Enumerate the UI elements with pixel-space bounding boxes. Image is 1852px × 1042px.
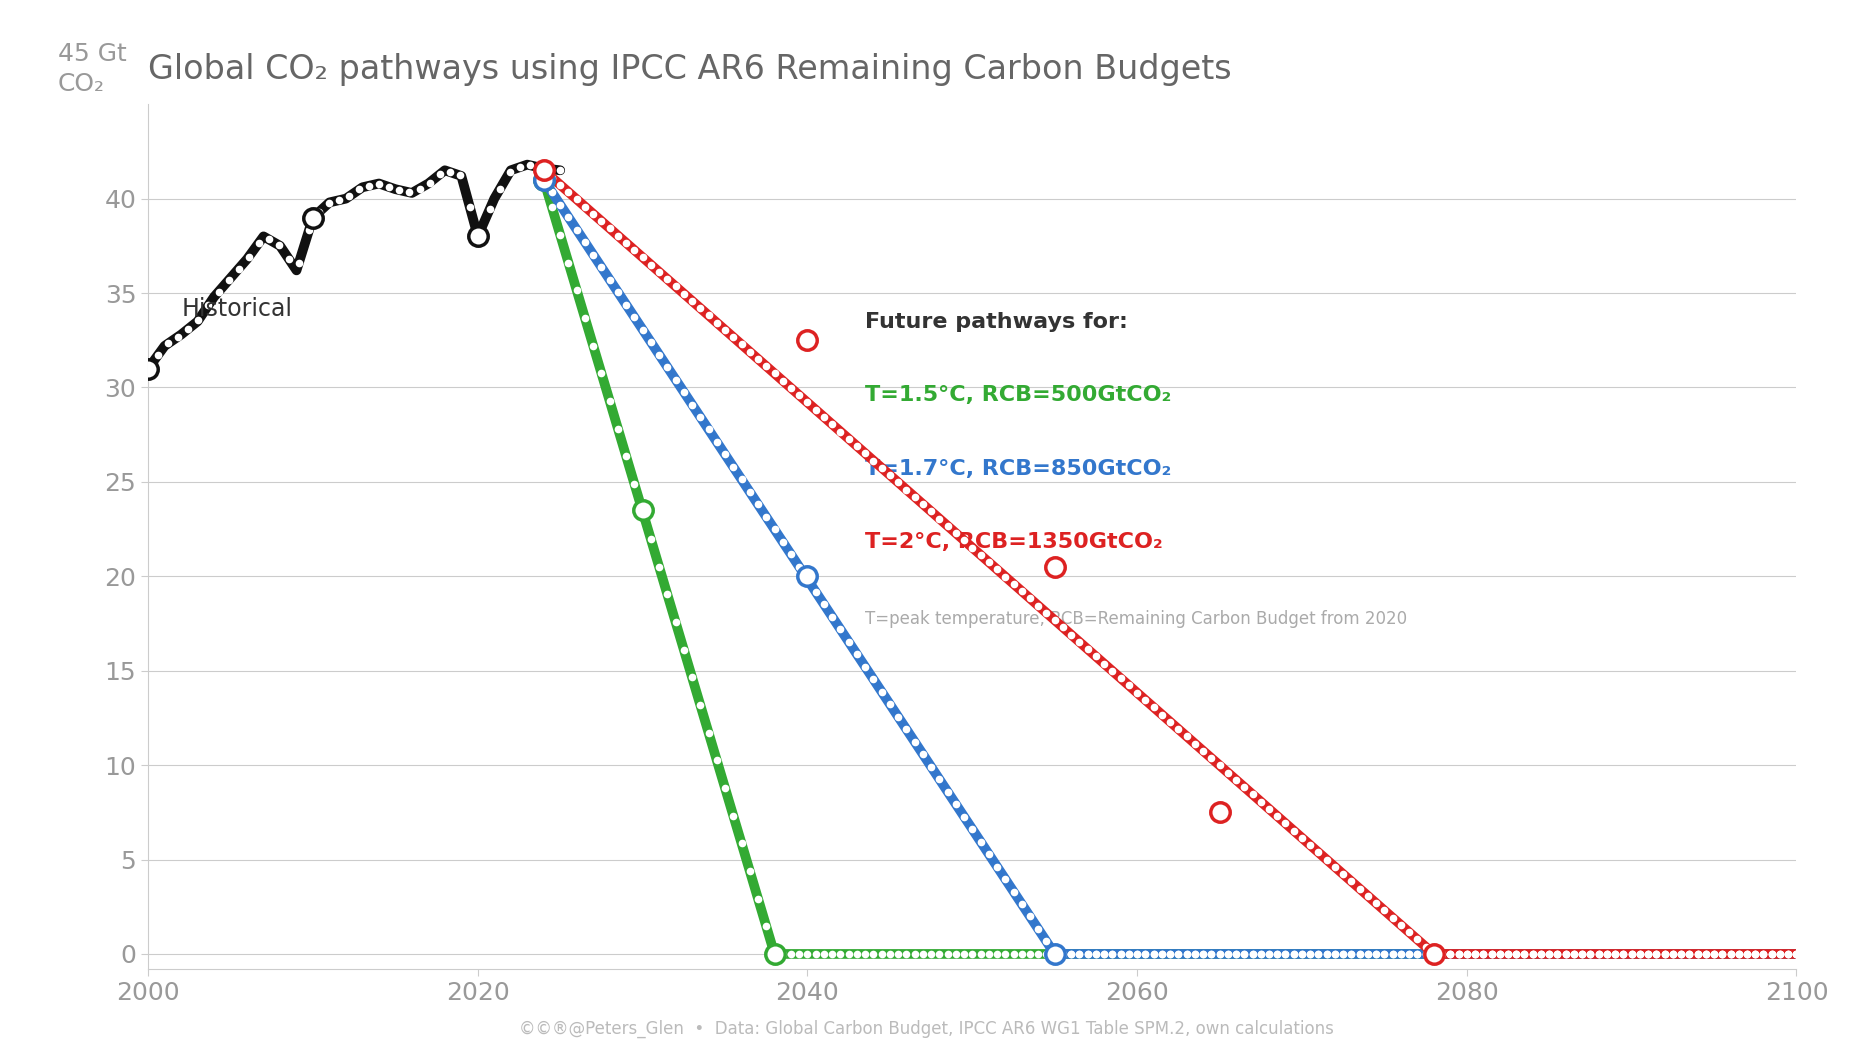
Text: Future pathways for:: Future pathways for:	[865, 312, 1128, 331]
Text: T=peak temperature, RCB=Remaining Carbon Budget from 2020: T=peak temperature, RCB=Remaining Carbon…	[865, 611, 1408, 628]
Text: ©©®@Peters_Glen  •  Data: Global Carbon Budget, IPCC AR6 WG1 Table SPM.2, own ca: ©©®@Peters_Glen • Data: Global Carbon Bu…	[519, 1020, 1333, 1038]
Text: T=2°C, RCB=1350GtCO₂: T=2°C, RCB=1350GtCO₂	[865, 532, 1163, 552]
Text: T=1.7°C, RCB=850GtCO₂: T=1.7°C, RCB=850GtCO₂	[865, 458, 1172, 478]
Text: 45 Gt
CO₂: 45 Gt CO₂	[57, 42, 126, 96]
Text: T=1.5°C, RCB=500GtCO₂: T=1.5°C, RCB=500GtCO₂	[865, 386, 1172, 405]
Text: Global CO₂ pathways using IPCC AR6 Remaining Carbon Budgets: Global CO₂ pathways using IPCC AR6 Remai…	[148, 53, 1232, 86]
Text: Historical: Historical	[181, 297, 293, 321]
